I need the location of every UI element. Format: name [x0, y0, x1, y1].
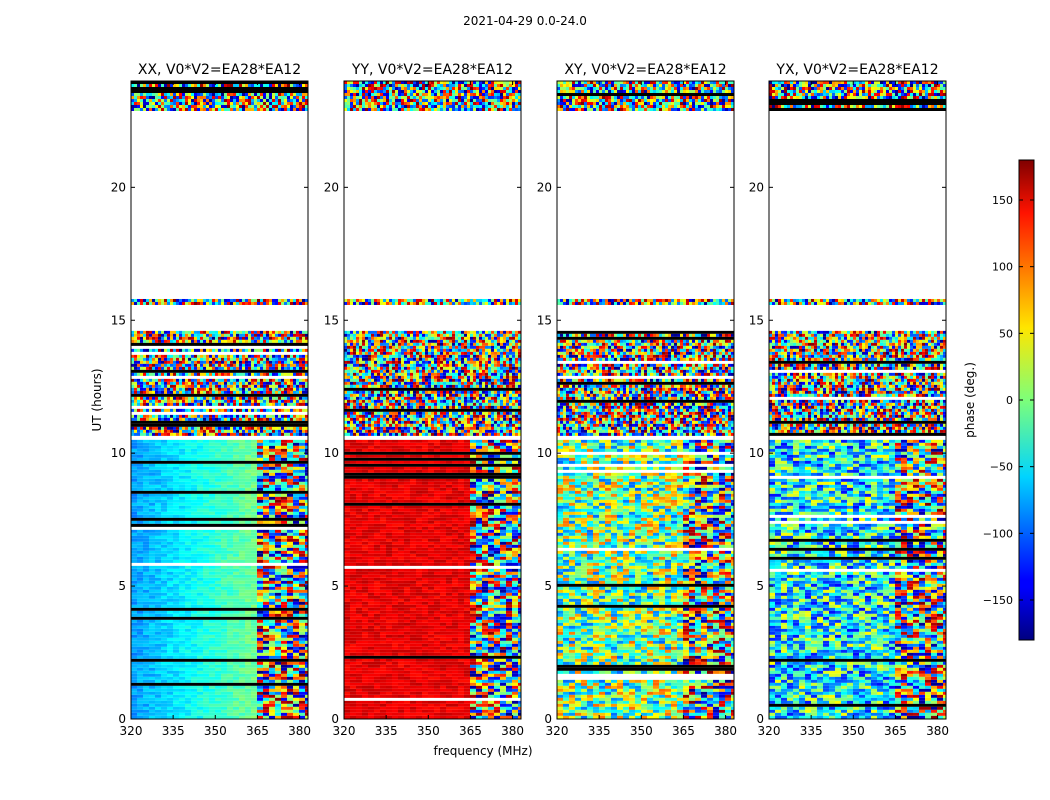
y-tick-label: 5: [118, 579, 126, 593]
colorbar-tick-label: 50: [999, 327, 1013, 340]
colorbar-label: phase (deg.): [963, 362, 977, 438]
x-tick-label: 365: [459, 724, 482, 738]
y-tick-label: 5: [756, 579, 764, 593]
x-axis-label: frequency (MHz): [433, 744, 532, 758]
panel-title: XX, V0*V2=EA28*EA12: [138, 62, 301, 78]
y-axis-label: UT (hours): [90, 368, 104, 431]
y-tick-label: 10: [749, 446, 764, 460]
panel-xx: XX, V0*V2=EA28*EA12 320 335 350 365 380 0 5 10 15…: [111, 62, 311, 738]
panel-title: XY, V0*V2=EA28*EA12: [564, 62, 726, 78]
y-tick-label: 0: [544, 712, 552, 726]
x-tick-label: 365: [246, 724, 269, 738]
x-tick-label: 380: [926, 724, 949, 738]
colorbar-tick-label: 0: [1006, 394, 1013, 407]
x-tick-label: 320: [333, 724, 356, 738]
x-tick-label: 380: [714, 724, 737, 738]
panel-xy: XY, V0*V2=EA28*EA12 320 335 350 365 380 0 5 10 15…: [537, 62, 737, 738]
x-tick-label: 350: [417, 724, 440, 738]
panel-title: YX, V0*V2=EA28*EA12: [775, 62, 938, 78]
y-tick-label: 20: [537, 180, 552, 194]
x-tick-label: 365: [884, 724, 907, 738]
x-tick-label: 380: [501, 724, 524, 738]
x-tick-label: 320: [758, 724, 781, 738]
y-tick-label: 10: [111, 446, 126, 460]
y-tick-label: 15: [324, 313, 339, 327]
colorbar-gradient: [1019, 160, 1034, 640]
y-tick-label: 5: [331, 579, 339, 593]
y-tick-label: 10: [537, 446, 552, 460]
x-tick-label: 350: [630, 724, 653, 738]
phase-image-xy: [557, 81, 734, 719]
y-tick-label: 0: [756, 712, 764, 726]
colorbar-tick-label: −50: [990, 461, 1013, 474]
y-tick-label: 20: [111, 180, 126, 194]
panel-frame: [343, 80, 522, 720]
y-tick-label: 0: [331, 712, 339, 726]
y-tick-label: 20: [324, 180, 339, 194]
x-tick-label: 335: [800, 724, 823, 738]
phase-image-yx: [769, 81, 946, 719]
y-tick-label: 15: [749, 313, 764, 327]
y-tick-label: 10: [324, 446, 339, 460]
y-tick-label: 0: [118, 712, 126, 726]
x-tick-label: 335: [588, 724, 611, 738]
y-tick-label: 15: [537, 313, 552, 327]
phase-image-yy: [344, 81, 521, 719]
x-tick-label: 320: [120, 724, 143, 738]
x-tick-label: 365: [672, 724, 695, 738]
panel-frame: [130, 80, 309, 720]
x-tick-label: 380: [288, 724, 311, 738]
colorbar-tick-label: 150: [992, 194, 1013, 207]
y-tick-label: 15: [111, 313, 126, 327]
panel-frame: [556, 80, 735, 720]
y-tick-label: 20: [749, 180, 764, 194]
x-tick-label: 335: [375, 724, 398, 738]
x-tick-label: 335: [162, 724, 185, 738]
colorbar-tick-label: 100: [992, 261, 1013, 274]
phase-image-xx: [131, 81, 308, 719]
figure-suptitle: 2021-04-29 0.0-24.0: [463, 14, 587, 28]
y-tick-label: 5: [544, 579, 552, 593]
panel-frame: [768, 80, 947, 720]
panel-title: YY, V0*V2=EA28*EA12: [351, 62, 513, 78]
x-tick-label: 350: [842, 724, 865, 738]
x-tick-label: 320: [546, 724, 569, 738]
x-tick-label: 350: [204, 724, 227, 738]
panel-yy: YY, V0*V2=EA28*EA12 320 335 350 365 380 0 5 10 15…: [324, 62, 524, 738]
colorbar-tick-label: −100: [983, 527, 1013, 540]
colorbar-tick-label: −150: [983, 594, 1013, 607]
panel-yx: YX, V0*V2=EA28*EA12 320 335 350 365 380 0 5 10 15…: [749, 62, 949, 738]
